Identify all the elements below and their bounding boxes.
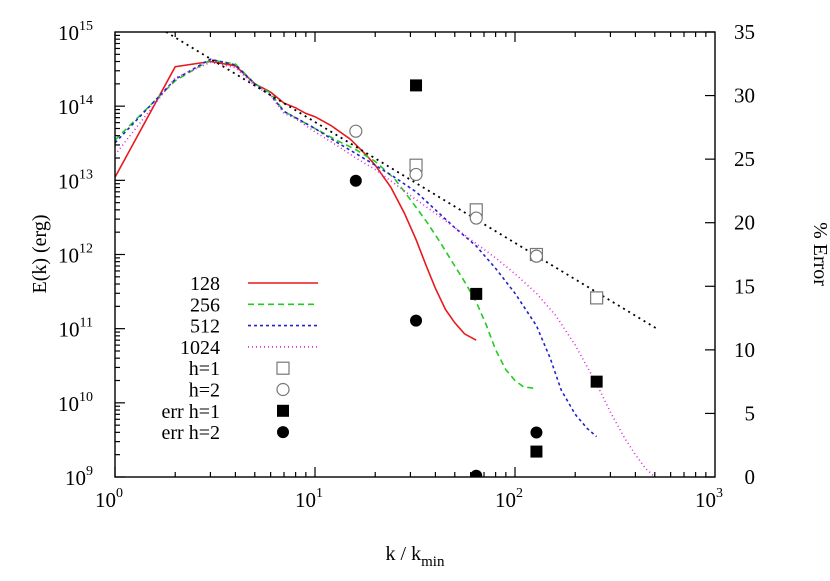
- x-tick-label-exponent: 3: [716, 486, 723, 501]
- point-h-2: [469, 211, 483, 225]
- y-axis-title: E(k) (erg): [29, 214, 51, 293]
- x-tick-label-base: 10: [295, 488, 316, 512]
- point-err-h-1: [530, 445, 543, 458]
- x-tick-label-base: 10: [495, 488, 516, 512]
- point-err-h-1: [410, 79, 423, 92]
- point-err-h-2: [530, 426, 543, 439]
- y-tick-label-base: 10: [58, 95, 79, 119]
- legend-label-err-h-2: err h=2: [162, 422, 220, 444]
- y-tick-label: 109: [65, 464, 93, 490]
- legend-marker-h-1: [276, 361, 290, 375]
- y-tick-label-exponent: 11: [80, 316, 93, 331]
- y2-tick-label: 30: [734, 84, 755, 108]
- series-line-128: [115, 60, 477, 341]
- point-err-h-2: [470, 469, 483, 477]
- legend-label-err-h-1: err h=1: [162, 401, 220, 423]
- y-tick-label-exponent: 12: [79, 242, 93, 257]
- y2-tick-label: 35: [734, 20, 755, 44]
- series-line-reference: [165, 32, 658, 330]
- point-h-1: [590, 291, 604, 305]
- x-tick-label-exponent: 2: [516, 486, 523, 501]
- x-tick-label: 100: [95, 486, 123, 512]
- x-tick-label: 103: [695, 486, 723, 512]
- point-h-2: [349, 124, 363, 138]
- x-tick-label-exponent: 0: [116, 486, 123, 501]
- y-tick-label-exponent: 10: [79, 390, 93, 405]
- point-err-h-2: [349, 174, 362, 187]
- legend-label-1024: 1024: [180, 337, 220, 359]
- x-tick-label-base: 10: [95, 488, 116, 512]
- y-tick-label: 1011: [59, 316, 93, 342]
- y-tick-label: 1014: [58, 93, 93, 119]
- y2-tick-label: 0: [745, 465, 756, 489]
- legend-label-128: 128: [190, 273, 220, 295]
- x-tick-label: 102: [495, 486, 523, 512]
- y-tick-label-base: 10: [58, 244, 79, 268]
- point-err-h-2: [410, 314, 423, 327]
- series-line-1024: [115, 61, 656, 477]
- y-tick-label-exponent: 13: [79, 167, 93, 182]
- x-axis-title: k / kmin: [386, 543, 445, 570]
- x-tick-labels: 100 101 102 103: [95, 486, 723, 512]
- series-layer: [115, 32, 658, 477]
- x-axis-title-subscript: min: [421, 554, 445, 570]
- x-axis-title-main: k / k: [386, 543, 422, 565]
- y-tick-label: 1015: [58, 19, 93, 45]
- y-tick-label-exponent: 14: [79, 93, 93, 108]
- legend-label-h-2: h=2: [189, 380, 220, 402]
- point-h-2: [409, 167, 423, 182]
- point-err-h-1: [590, 375, 603, 388]
- point-h-2: [529, 249, 544, 263]
- y-tick-label: 1012: [58, 242, 93, 268]
- legend-marker-h-2: [276, 382, 290, 397]
- x-tick-label-base: 10: [695, 488, 716, 512]
- y2-tick-label: 20: [734, 211, 755, 235]
- y2-axis-title: % Error: [809, 222, 830, 286]
- y-tick-label-base: 10: [59, 318, 80, 342]
- x-tick-label: 101: [295, 486, 323, 512]
- legend-label-512: 512: [190, 316, 220, 338]
- y2-tick-label: 15: [734, 274, 755, 298]
- legend-marker-err-h-2: [277, 426, 289, 439]
- y2-tick-label: 25: [734, 147, 755, 171]
- y-tick-label-base: 10: [58, 169, 79, 193]
- y-tick-label: 1010: [58, 390, 93, 416]
- legend-label-256: 256: [190, 294, 220, 316]
- tick-marks: [114, 31, 715, 478]
- y-tick-label-exponent: 15: [79, 19, 93, 34]
- y-tick-label-exponent: 9: [86, 464, 93, 479]
- y-tick-label-base: 10: [58, 392, 79, 416]
- y-tick-label: 1013: [58, 167, 93, 193]
- point-err-h-1: [470, 287, 483, 300]
- legend-label-h-1: h=1: [189, 358, 220, 380]
- legend-marker-err-h-1: [277, 404, 289, 417]
- y2-tick-label: 5: [745, 401, 756, 425]
- y-tick-label-base: 10: [65, 466, 86, 490]
- y2-tick-labels: 0 5 10 15 20 25 30 35: [734, 20, 755, 489]
- x-tick-label-exponent: 1: [316, 486, 323, 501]
- y2-tick-label: 10: [734, 338, 755, 362]
- y-tick-label-base: 10: [58, 21, 79, 45]
- series-line-512: [115, 58, 598, 438]
